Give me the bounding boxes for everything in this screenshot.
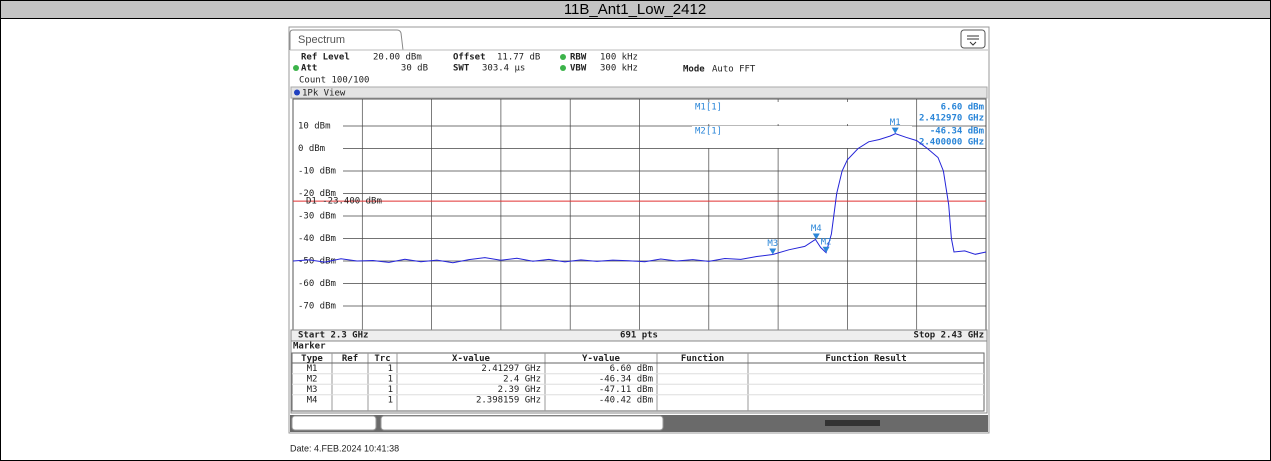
cell-y: -46.34 dBm (599, 375, 653, 385)
setting-label: Ref Level (301, 53, 350, 63)
marker-label: M4 (811, 224, 822, 234)
cell-trc: 1 (388, 396, 393, 406)
cell-trc: 1 (388, 364, 393, 374)
marker (769, 248, 777, 255)
cell-type: M3 (307, 385, 318, 395)
status-dot (293, 65, 299, 71)
setting-label: RBW (570, 53, 587, 63)
marker-title: Marker (293, 342, 326, 352)
cell-x: 2.4 GHz (503, 375, 541, 385)
setting-label: Offset (453, 53, 486, 63)
column-header: Ref (342, 354, 358, 364)
setting-value: 300 kHz (600, 64, 638, 74)
start-label: Start 2.3 GHz (298, 331, 368, 341)
cell-type: M4 (307, 396, 318, 406)
marker-label: M3 (767, 239, 778, 249)
setting-value: 303.4 µs (482, 64, 525, 74)
cell-y: 6.60 dBm (610, 364, 653, 374)
cell-trc: 1 (388, 375, 393, 385)
readout-level: 6.60 dBm (941, 103, 985, 113)
tab (289, 29, 404, 51)
y-tick-label: -30 dBm (298, 212, 336, 222)
status-dot (560, 65, 566, 71)
tab-label: Spectrum (298, 34, 345, 46)
setting-label: SWT (453, 64, 470, 74)
readout-name: M1[1] (695, 103, 722, 113)
trace (292, 133, 987, 264)
setting-label: Att (301, 64, 317, 74)
column-header: X-value (452, 354, 491, 364)
table-frame (291, 352, 985, 412)
y-tick-label: 10 dBm (298, 122, 331, 132)
cell-type: M1 (307, 364, 318, 374)
status-field (291, 415, 377, 431)
cell-type: M2 (307, 375, 318, 385)
cell-x: 2.39 GHz (498, 385, 541, 395)
cell-y: -47.11 dBm (599, 385, 653, 395)
y-tick-label: -10 dBm (298, 167, 336, 177)
setting-value: 11.77 dB (497, 53, 540, 63)
display-line-label: D1 -23.400 dBm (306, 197, 382, 207)
column-header: Type (301, 354, 323, 364)
column-header: Trc (374, 354, 390, 364)
readout-freq: 2.400000 GHz (919, 138, 984, 148)
readout-freq: 2.412970 GHz (919, 114, 984, 124)
setting-value: Auto FFT (712, 65, 756, 75)
cell-trc: 1 (388, 385, 393, 395)
menu-glyph (967, 35, 979, 46)
readout-bg (692, 102, 912, 124)
y-tick-label: -40 dBm (298, 234, 336, 244)
points-label: 691 pts (620, 331, 658, 341)
status-field (380, 415, 664, 431)
readout-level: -46.34 dBm (930, 127, 985, 137)
marker (891, 127, 899, 134)
marker-label: M2 (821, 237, 832, 247)
view-label: 1Pk View (302, 89, 346, 99)
setting-label: VBW (570, 64, 587, 74)
y-tick-label: -70 dBm (298, 302, 336, 312)
setting-label: Mode (683, 65, 705, 75)
status-dot (560, 54, 566, 60)
marker (812, 233, 820, 240)
column-header: Function Result (825, 353, 906, 364)
y-tick-label: -60 dBm (298, 279, 336, 289)
column-header: Function (681, 353, 724, 364)
setting-value: 30 dB (401, 64, 428, 74)
cell-y: -40.42 dBm (599, 396, 653, 406)
readout-name: M2[1] (695, 127, 722, 137)
view-bar (290, 86, 988, 99)
stop-label: Stop 2.43 GHz (914, 331, 984, 341)
readout-bg (692, 126, 912, 148)
cell-x: 2.398159 GHz (476, 396, 541, 406)
progress (825, 420, 880, 426)
view-dot (294, 89, 300, 96)
y-tick-label: 0 dBm (298, 144, 325, 154)
date: Date: 4.FEB.2024 10:41:38 (290, 443, 399, 453)
setting-value: 20.00 dBm (373, 53, 422, 63)
setting-value: 100 kHz (600, 53, 638, 63)
column-header: Y-value (582, 354, 621, 364)
cell-x: 2.41297 GHz (481, 364, 541, 374)
title: 11B_Ant1_Low_2412 (564, 1, 706, 18)
count: Count 100/100 (299, 76, 369, 86)
marker-label: M1 (890, 118, 901, 128)
marker (822, 246, 830, 253)
y-tick-label: -20 dBm (298, 189, 336, 199)
